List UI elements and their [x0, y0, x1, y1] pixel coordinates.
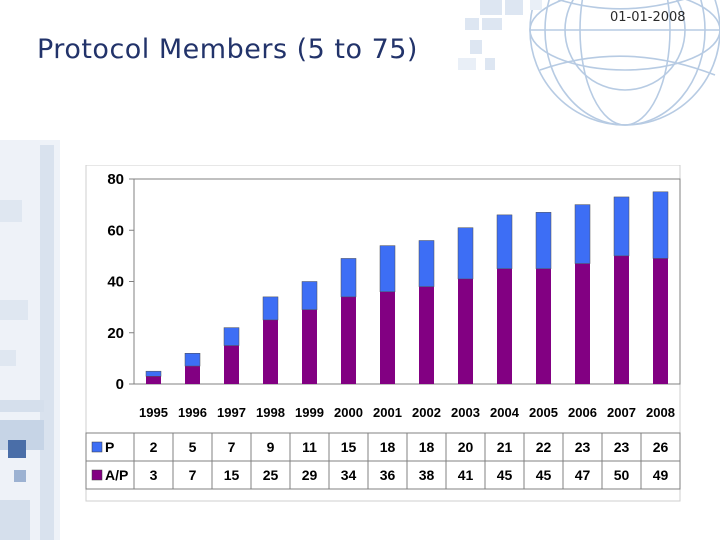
bar-ap-2001 [380, 291, 395, 384]
x-tick-label: 2001 [373, 405, 402, 420]
bar-ap-2005 [536, 268, 551, 384]
y-tick-label: 80 [107, 171, 124, 188]
bar-ap-1996 [185, 366, 200, 384]
table-cell: 23 [614, 439, 630, 455]
legend-swatch-A/P [91, 469, 103, 481]
bar-ap-1997 [224, 345, 239, 384]
table-cell: 21 [497, 439, 513, 455]
x-tick-label: 2002 [412, 405, 441, 420]
bar-ap-2003 [458, 278, 473, 384]
plot-area [133, 178, 681, 385]
legend-label: A/P [105, 467, 128, 483]
x-axis-labels: 1995 1996 1997 1998 1999 2000 2001 2002 2003 2004… [139, 405, 675, 420]
x-tick-label: 2008 [646, 405, 675, 420]
table-cell: 25 [263, 467, 279, 483]
x-tick-label: 2007 [607, 405, 636, 420]
bar-ap-1999 [302, 309, 317, 384]
bar-p-2005 [535, 212, 552, 269]
bar-p-2003 [457, 227, 474, 280]
bar-ap-2006 [575, 263, 590, 384]
table-cell: 34 [341, 467, 357, 483]
date-label: 01-01-2008 [610, 10, 686, 25]
bar-p-1996 [184, 353, 201, 367]
table-cell: 36 [380, 467, 396, 483]
table-cell: 15 [341, 439, 357, 455]
bar-p-2008 [652, 191, 669, 259]
bar-p-2004 [496, 214, 513, 269]
y-tick-label: 40 [107, 274, 124, 291]
bar-p-2002 [418, 240, 435, 287]
table-cell: 29 [302, 467, 318, 483]
table-cell: 45 [497, 467, 513, 483]
table-cell: 26 [653, 439, 669, 455]
data-table: P 2 5 7 9 11 15 18 18 20 21 22 23 23 26A/P 3 7 15 25 29 34 36… [85, 432, 681, 490]
x-tick-label: 1996 [178, 405, 207, 420]
x-tick-label: 1998 [256, 405, 285, 420]
table-cell: 41 [458, 467, 474, 483]
bar-p-2007 [613, 196, 630, 257]
y-tick-label: 60 [107, 222, 124, 239]
table-cell: 23 [575, 439, 591, 455]
table-cell: 15 [224, 467, 240, 483]
bar-p-1998 [262, 296, 279, 321]
globe-decoration [529, 0, 720, 126]
legend-label: P [105, 439, 114, 455]
bar-p-1999 [301, 281, 318, 310]
x-tick-label: 1995 [139, 405, 168, 420]
table-cell: 7 [189, 467, 197, 483]
bar-p-2000 [340, 258, 357, 298]
bar-p-1997 [223, 327, 240, 346]
x-tick-label: 2003 [451, 405, 480, 420]
table-cell: 9 [267, 439, 275, 455]
y-axis: 0 20 40 60 80 [107, 171, 134, 393]
table-cell: 20 [458, 439, 474, 455]
table-cell: 18 [380, 439, 396, 455]
bar-p-1995 [145, 370, 162, 377]
page-title: Protocol Members (5 to 75) [37, 34, 418, 65]
bar-ap-2004 [497, 268, 512, 384]
y-tick-label: 20 [107, 325, 124, 342]
bar-ap-2007 [614, 255, 629, 384]
bar-ap-2008 [653, 258, 668, 384]
table-cell: 18 [419, 439, 435, 455]
table-cell: 5 [189, 439, 197, 455]
plot-border [133, 178, 681, 385]
bar-p-2006 [574, 204, 591, 264]
y-tick-label: 0 [116, 376, 124, 393]
bar-ap-2002 [419, 286, 434, 384]
x-tick-label: 1999 [295, 405, 324, 420]
table-cell: 3 [150, 467, 158, 483]
x-tick-label: 2006 [568, 405, 597, 420]
x-tick-label: 2000 [334, 405, 363, 420]
tile-decoration-top [458, 0, 542, 70]
x-tick-label: 2004 [490, 405, 520, 420]
bar-ap-2000 [341, 296, 356, 384]
table-cell: 49 [653, 467, 669, 483]
table-cell: 22 [536, 439, 552, 455]
legend-swatch-P [91, 441, 103, 453]
tile-decoration-left [0, 140, 60, 540]
bar-p-2001 [379, 245, 396, 292]
table-cell: 47 [575, 467, 591, 483]
bar-ap-1998 [263, 319, 278, 384]
x-tick-label: 2005 [529, 405, 558, 420]
bar-ap-1995 [146, 376, 161, 384]
table-cell: 50 [614, 467, 630, 483]
table-cell: 45 [536, 467, 552, 483]
x-tick-label: 1997 [217, 405, 246, 420]
table-cell: 2 [150, 439, 158, 455]
table-cell: 7 [228, 439, 236, 455]
table-cell: 11 [302, 439, 317, 455]
table-cell: 38 [419, 467, 435, 483]
